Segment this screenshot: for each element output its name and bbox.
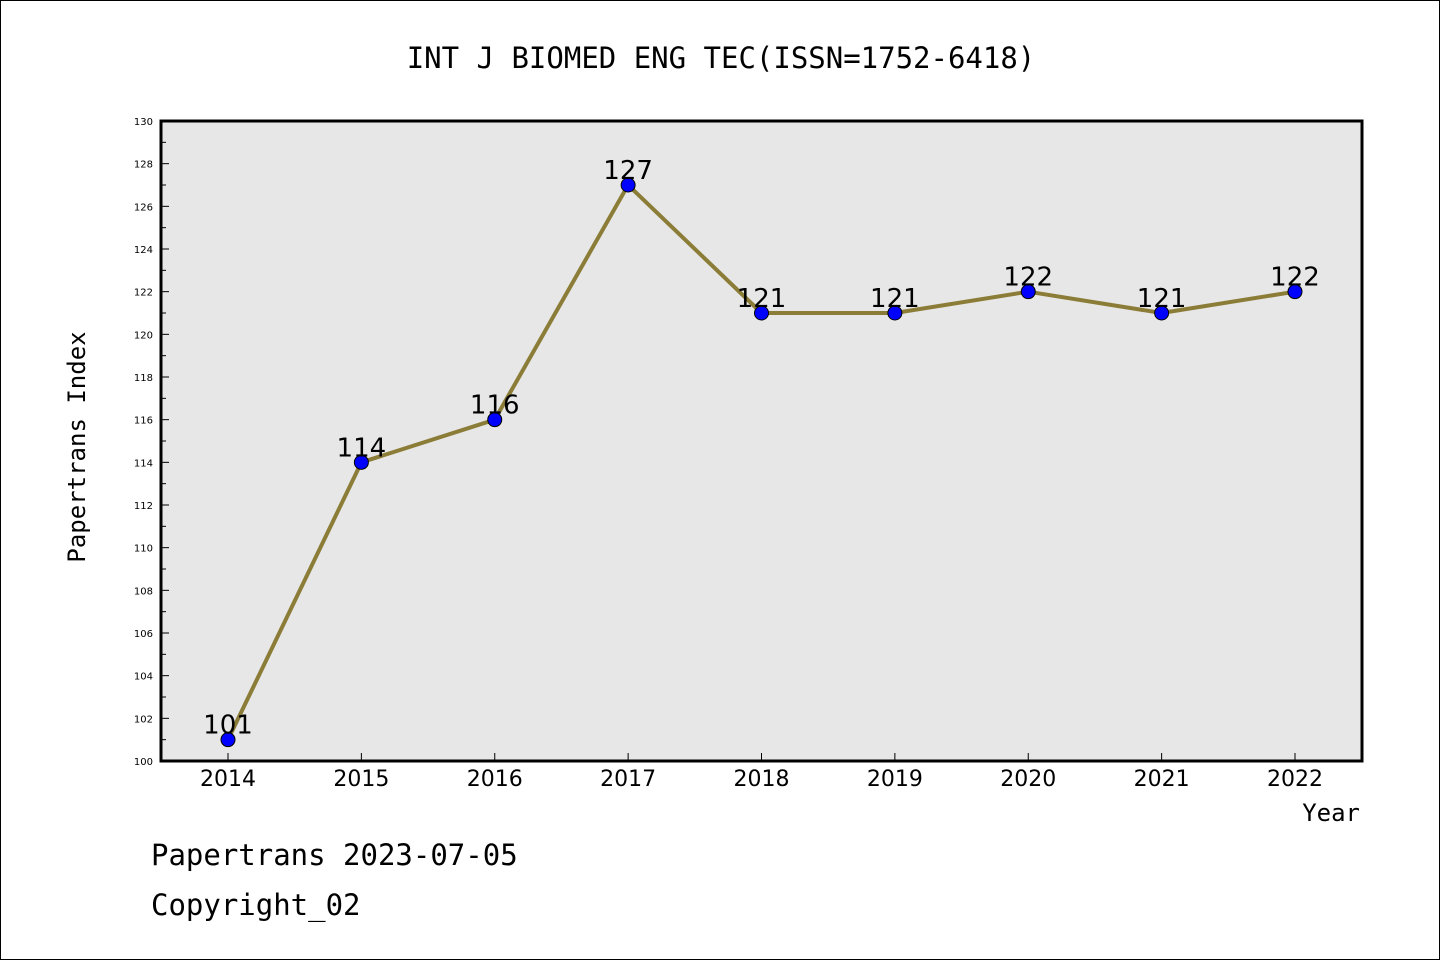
data-label: 122: [1003, 263, 1053, 293]
data-point: [353, 454, 369, 470]
y-tick-label: 112: [134, 501, 153, 512]
x-tick-label: 2022: [1267, 767, 1323, 792]
x-tick-label: 2017: [600, 767, 656, 792]
y-tick-label: 122: [134, 288, 153, 299]
x-tick-label: 2015: [333, 767, 389, 792]
y-tick-label: 126: [134, 202, 153, 213]
y-tick-label: 100: [134, 757, 153, 768]
data-point: [1287, 284, 1303, 300]
series: [220, 177, 1303, 748]
x-tick-label: 2016: [467, 767, 523, 792]
y-tick-label: 118: [134, 373, 153, 384]
y-tick-label: 130: [134, 117, 153, 128]
data-label: 121: [870, 284, 920, 314]
data-point: [220, 732, 236, 748]
x-tick-label: 2019: [867, 767, 923, 792]
chart-title: INT J BIOMED ENG TEC(ISSN=1752-6418): [407, 41, 1036, 75]
x-tick-label: 2014: [200, 767, 256, 792]
x-axis-label: Year: [1302, 799, 1360, 827]
y-tick-label: 120: [134, 330, 153, 341]
data-label: 101: [203, 711, 253, 741]
data-point: [487, 412, 503, 428]
x-axis: 2014 2015 2016 2017 2018 2019 2020 2021 2022: [200, 753, 1323, 792]
plot-border: [159, 119, 1364, 763]
y-tick-label: 110: [134, 544, 153, 555]
y-tick-label: 128: [134, 160, 153, 171]
plot-area: [161, 121, 1362, 761]
data-label: 121: [737, 284, 787, 314]
data-point: [887, 305, 903, 321]
y-tick-label: 102: [134, 714, 153, 725]
y-tick-label: 114: [134, 458, 153, 469]
data-label: 122: [1270, 263, 1320, 293]
x-tick-label: 2020: [1000, 767, 1056, 792]
footer-date: Papertrans 2023-07-05: [151, 838, 518, 872]
data-label: 116: [470, 391, 520, 421]
y-tick-label: 108: [134, 586, 153, 597]
data-point: [754, 305, 769, 321]
data-point: [620, 177, 636, 193]
data-label: 127: [603, 156, 653, 186]
y-tick-label: 106: [134, 629, 153, 640]
x-tick-label: 2018: [734, 767, 790, 792]
y-tick-label: 104: [134, 672, 153, 683]
y-axis-label: Papertrans Index: [63, 331, 91, 562]
footer-copyright: Copyright_02: [151, 888, 361, 923]
data-label: 121: [1137, 284, 1187, 314]
data-point: [1020, 284, 1036, 300]
data-label: 114: [337, 433, 387, 463]
y-tick-label: 124: [134, 245, 153, 256]
data-point: [1154, 305, 1170, 321]
y-tick-label: 116: [134, 416, 153, 427]
data-labels: 101 114 116 127 121 121 122 121 122: [203, 156, 1320, 741]
x-tick-label: 2021: [1134, 767, 1190, 792]
